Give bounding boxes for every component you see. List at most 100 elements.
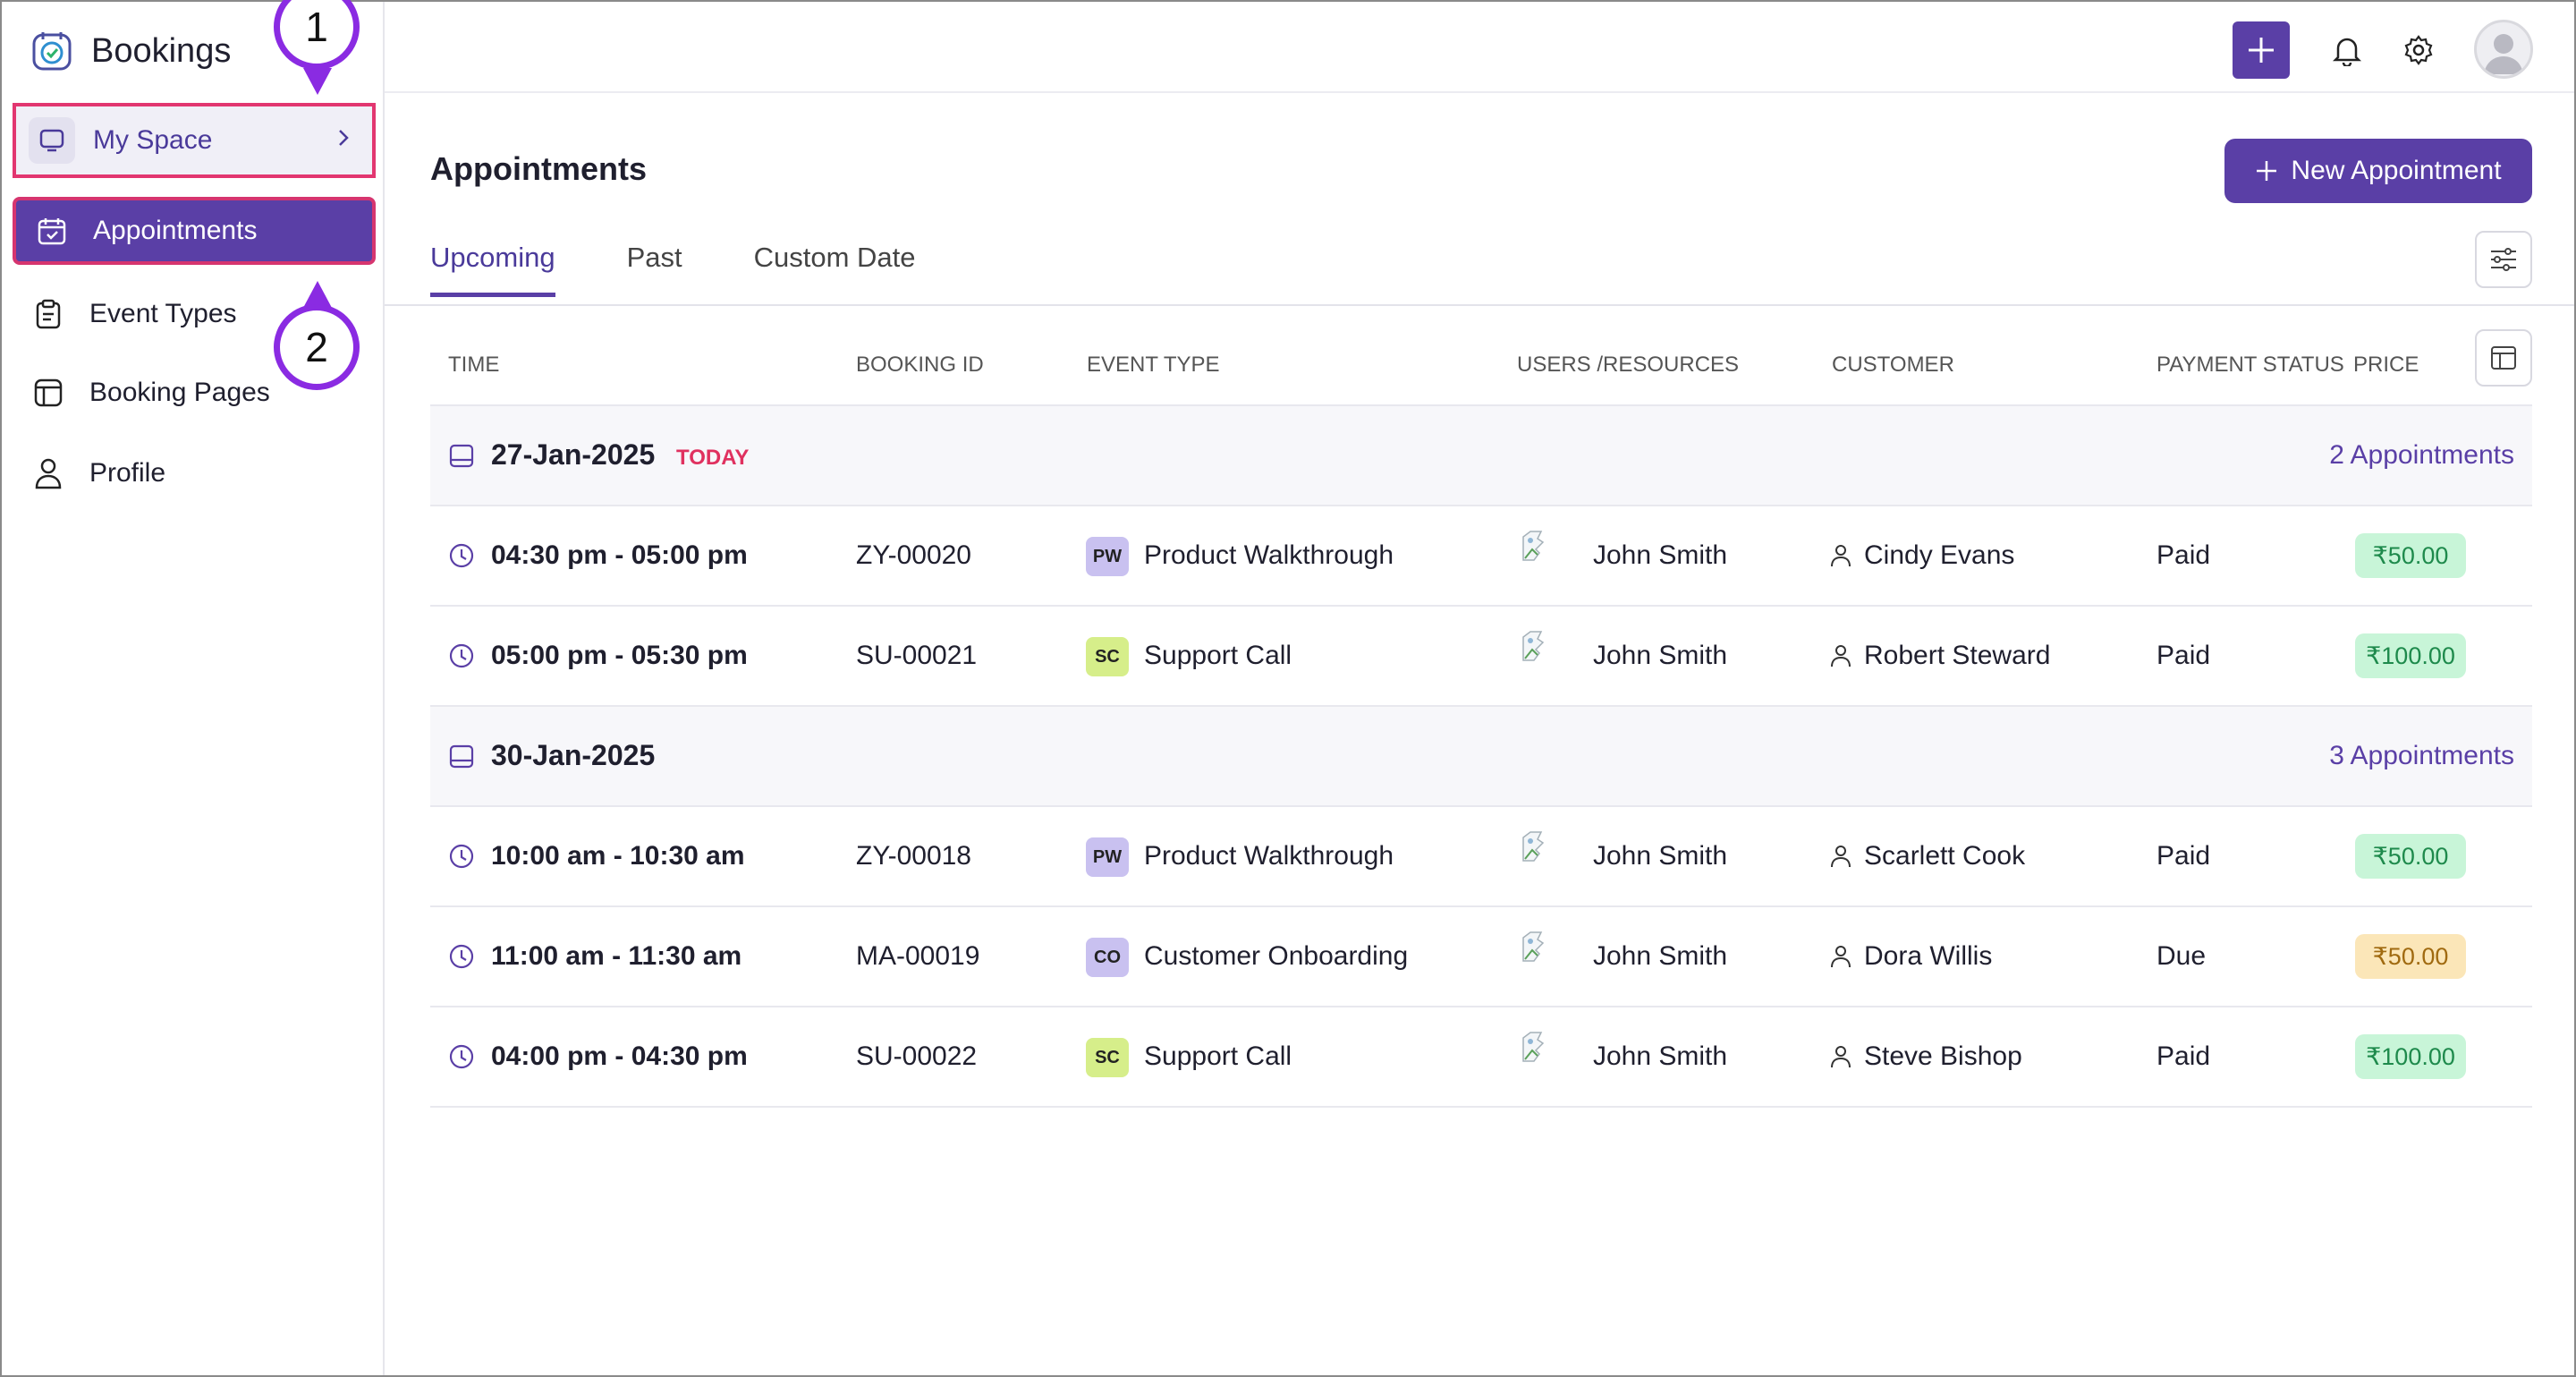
sidebar-item-label: Appointments xyxy=(93,216,258,245)
callout-marker-1: 1 xyxy=(274,0,360,70)
event-type: Customer Onboarding xyxy=(1144,941,1409,971)
new-appointment-button[interactable]: New Appointment xyxy=(2224,139,2532,203)
clipboard-icon xyxy=(25,291,72,337)
price-badge: ₹100.00 xyxy=(2355,1034,2466,1079)
event-type: Support Call xyxy=(1144,1041,1292,1071)
column-header-payment-status: PAYMENT STATUS xyxy=(2157,353,2344,377)
broken-image-icon xyxy=(1522,531,1545,561)
table-row[interactable]: 04:30 pm - 05:00 pm ZY-00020 PW Product … xyxy=(430,506,2532,607)
sidebar-item-label: Profile xyxy=(89,458,166,488)
appointment-time: 11:00 am - 11:30 am xyxy=(491,941,742,971)
event-type: Product Walkthrough xyxy=(1144,540,1394,570)
person-icon xyxy=(1831,946,1851,968)
event-type: Product Walkthrough xyxy=(1144,841,1394,871)
sidebar-item-label: Event Types xyxy=(89,299,237,328)
column-header-booking-id: BOOKING ID xyxy=(856,353,984,377)
column-header-users: USERS /RESOURCES xyxy=(1517,353,1740,377)
table-row[interactable]: 11:00 am - 11:30 am MA-00019 CO Customer… xyxy=(430,907,2532,1007)
quick-add-button[interactable] xyxy=(2233,21,2290,79)
payment-status: Paid xyxy=(2157,1041,2211,1071)
appointment-time: 05:00 pm - 05:30 pm xyxy=(491,641,748,670)
person-icon xyxy=(1831,1046,1851,1068)
payment-status: Paid xyxy=(2157,641,2211,670)
broken-image-icon xyxy=(1522,931,1545,962)
staff-user: John Smith xyxy=(1593,1041,1728,1071)
table-layout-icon xyxy=(2491,346,2516,370)
table-row[interactable]: 04:00 pm - 04:30 pm SU-00022 SC Support … xyxy=(430,1007,2532,1108)
header-divider xyxy=(385,91,2574,93)
person-icon xyxy=(1831,545,1851,567)
event-type-badge: CO xyxy=(1086,938,1129,977)
chevron-right-icon xyxy=(335,125,352,156)
date-group-header: 27-Jan-2025 TODAY 2 Appointments xyxy=(430,406,2532,506)
notifications-button[interactable] xyxy=(2327,30,2367,70)
booking-id[interactable]: ZY-00018 xyxy=(856,841,971,871)
calendar-icon xyxy=(449,744,474,769)
group-date: 27-Jan-2025 xyxy=(491,438,656,471)
clock-icon xyxy=(449,643,474,668)
table-row[interactable]: 10:00 am - 10:30 am ZY-00018 PW Product … xyxy=(430,807,2532,907)
settings-button[interactable] xyxy=(2399,30,2438,70)
event-type-badge: SC xyxy=(1086,637,1129,676)
appointment-tabs: Upcoming Past Custom Date xyxy=(430,242,916,297)
staff-user: John Smith xyxy=(1593,540,1728,570)
person-icon xyxy=(1831,846,1851,868)
booking-id[interactable]: MA-00019 xyxy=(856,941,980,971)
sidebar-item-event-types[interactable]: Event Types xyxy=(13,279,376,349)
booking-id[interactable]: SU-00021 xyxy=(856,641,978,670)
user-icon xyxy=(25,450,72,497)
table-row[interactable]: 05:00 pm - 05:30 pm SU-00021 SC Support … xyxy=(430,607,2532,707)
price-badge: ₹50.00 xyxy=(2355,934,2466,979)
sidebar-item-appointments[interactable]: Appointments xyxy=(13,197,376,265)
event-type-badge: PW xyxy=(1086,537,1129,576)
person-icon xyxy=(1831,645,1851,667)
sliders-icon xyxy=(2491,248,2516,271)
sidebar-item-my-space[interactable]: My Space xyxy=(13,103,376,178)
customer-name[interactable]: Cindy Evans xyxy=(1864,540,2015,570)
column-settings-button[interactable] xyxy=(2475,329,2532,387)
layout-icon xyxy=(25,370,72,416)
tab-past[interactable]: Past xyxy=(626,242,682,273)
brand: Bookings xyxy=(29,27,231,75)
filter-button[interactable] xyxy=(2475,231,2532,288)
plus-icon xyxy=(2249,38,2274,63)
sidebar: Bookings My Space Appointments Event Typ… xyxy=(2,2,385,1375)
price-badge: ₹100.00 xyxy=(2355,633,2466,678)
appointment-count[interactable]: 2 Appointments xyxy=(2329,440,2514,470)
bell-icon xyxy=(2332,38,2362,66)
broken-image-icon xyxy=(1522,1032,1545,1062)
sidebar-item-booking-pages[interactable]: Booking Pages xyxy=(13,358,376,428)
avatar-placeholder-icon xyxy=(2484,34,2523,74)
tab-custom-date[interactable]: Custom Date xyxy=(753,242,916,273)
column-header-event-type: EVENT TYPE xyxy=(1087,353,1220,377)
calendar-check-icon xyxy=(29,208,75,254)
tab-upcoming[interactable]: Upcoming xyxy=(430,242,555,297)
sidebar-item-profile[interactable]: Profile xyxy=(13,438,376,508)
appointment-time: 04:30 pm - 05:00 pm xyxy=(491,540,748,570)
tabs-divider xyxy=(385,304,2574,306)
event-type-badge: SC xyxy=(1086,1038,1129,1077)
app-title: Bookings xyxy=(91,31,232,70)
event-type: Support Call xyxy=(1144,641,1292,670)
customer-name[interactable]: Scarlett Cook xyxy=(1864,841,2026,871)
new-appointment-label: New Appointment xyxy=(2291,156,2502,185)
callout-marker-2: 2 xyxy=(274,304,360,390)
callout-1-pointer xyxy=(303,68,332,95)
customer-name[interactable]: Dora Willis xyxy=(1864,941,1993,971)
customer-name[interactable]: Robert Steward xyxy=(1864,641,2051,670)
appointment-count[interactable]: 3 Appointments xyxy=(2329,741,2514,770)
staff-user: John Smith xyxy=(1593,641,1728,670)
price-badge: ₹50.00 xyxy=(2355,834,2466,879)
booking-id[interactable]: SU-00022 xyxy=(856,1041,978,1071)
date-group-header: 30-Jan-2025 3 Appointments xyxy=(430,707,2532,807)
column-header-price: PRICE xyxy=(2353,353,2419,377)
customer-name[interactable]: Steve Bishop xyxy=(1864,1041,2022,1071)
monitor-icon xyxy=(29,117,75,164)
payment-status: Paid xyxy=(2157,540,2211,570)
booking-id[interactable]: ZY-00020 xyxy=(856,540,971,570)
bookings-logo-icon xyxy=(32,32,72,71)
gear-icon xyxy=(2404,35,2433,65)
user-avatar[interactable] xyxy=(2474,20,2533,79)
sidebar-item-label: Booking Pages xyxy=(89,378,270,407)
table-header: TIME BOOKING ID EVENT TYPE USERS /RESOUR… xyxy=(430,324,2532,406)
